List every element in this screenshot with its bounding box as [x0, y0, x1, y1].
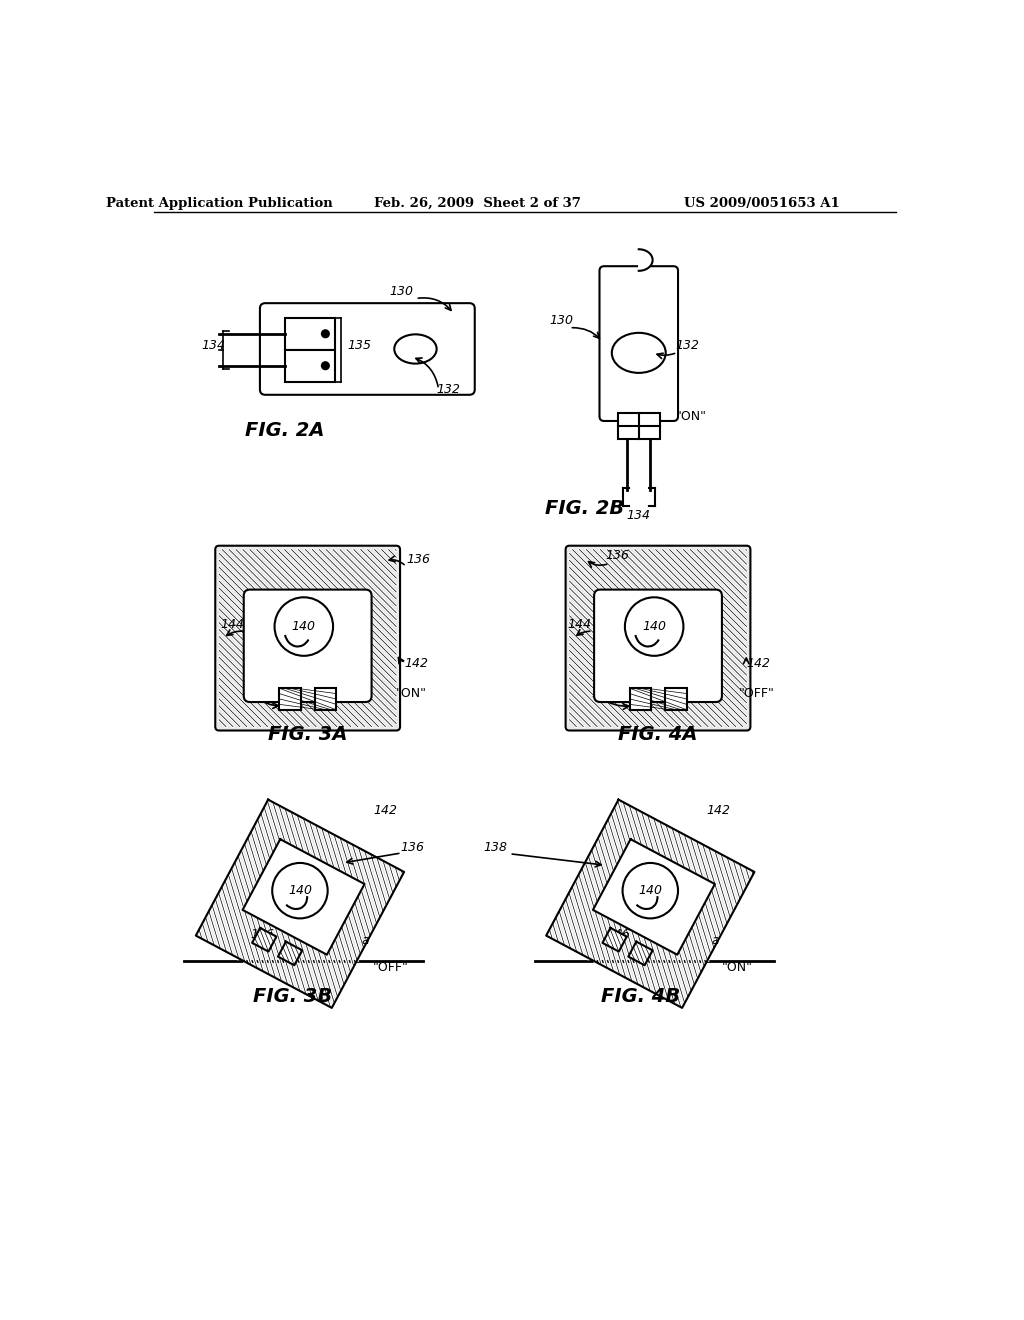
Polygon shape: [593, 840, 715, 954]
Text: "OFF": "OFF": [373, 961, 409, 974]
Text: FIG. 3B: FIG. 3B: [253, 986, 332, 1006]
Text: FIG. 4B: FIG. 4B: [601, 986, 680, 1006]
Polygon shape: [196, 800, 404, 1008]
Text: Patent Application Publication: Patent Application Publication: [105, 197, 333, 210]
FancyBboxPatch shape: [565, 545, 751, 730]
Text: a: a: [361, 933, 370, 946]
Polygon shape: [639, 249, 652, 271]
FancyBboxPatch shape: [260, 304, 475, 395]
Text: 142: 142: [403, 656, 428, 669]
Text: 130: 130: [389, 285, 414, 298]
Text: "ON": "ON": [676, 411, 707, 424]
Text: 136: 136: [407, 553, 430, 566]
Bar: [285, 318, 335, 350]
Text: 144: 144: [220, 618, 245, 631]
Bar: [617, 412, 660, 440]
Polygon shape: [629, 941, 652, 965]
Text: 132: 132: [436, 383, 460, 396]
Circle shape: [274, 598, 333, 656]
Polygon shape: [278, 941, 302, 965]
Text: a: a: [712, 933, 720, 946]
Text: 135: 135: [348, 339, 372, 351]
Polygon shape: [252, 928, 276, 952]
Text: 146: 146: [606, 928, 631, 941]
Circle shape: [272, 863, 328, 919]
Text: "ON": "ON": [396, 688, 427, 701]
Polygon shape: [546, 800, 755, 1008]
Bar: [665, 688, 686, 710]
Text: 146: 146: [248, 688, 271, 701]
Text: 142: 142: [707, 804, 730, 817]
Text: 142: 142: [746, 656, 770, 669]
Polygon shape: [243, 840, 365, 954]
FancyBboxPatch shape: [215, 545, 400, 730]
Text: Feb. 26, 2009  Sheet 2 of 37: Feb. 26, 2009 Sheet 2 of 37: [374, 197, 581, 210]
Circle shape: [625, 598, 683, 656]
Text: FIG. 2B: FIG. 2B: [545, 499, 625, 519]
Text: 138: 138: [484, 841, 508, 854]
Text: 134: 134: [627, 508, 651, 521]
Circle shape: [322, 330, 330, 338]
Text: 144: 144: [567, 618, 591, 631]
Bar: [314, 688, 336, 710]
Text: 134: 134: [201, 339, 225, 351]
Text: FIG. 3A: FIG. 3A: [268, 725, 347, 743]
Text: 132: 132: [676, 339, 699, 352]
Text: US 2009/0051653 A1: US 2009/0051653 A1: [684, 197, 840, 210]
Text: 136: 136: [400, 841, 424, 854]
Ellipse shape: [611, 333, 666, 372]
Text: "ON": "ON": [722, 961, 753, 974]
Polygon shape: [602, 928, 627, 952]
Text: 146: 146: [591, 688, 615, 701]
Bar: [280, 688, 301, 710]
FancyBboxPatch shape: [594, 590, 722, 702]
Text: 140: 140: [288, 884, 312, 898]
Text: 136: 136: [605, 549, 630, 562]
Text: FIG. 2A: FIG. 2A: [245, 421, 325, 440]
FancyBboxPatch shape: [244, 590, 372, 702]
Text: 146: 146: [250, 928, 273, 941]
Bar: [630, 688, 651, 710]
Text: 140: 140: [642, 620, 667, 634]
Circle shape: [322, 362, 330, 370]
Text: 140: 140: [638, 884, 663, 898]
Text: FIG. 4A: FIG. 4A: [618, 725, 697, 743]
Text: "OFF": "OFF": [739, 688, 775, 701]
Text: 140: 140: [292, 620, 315, 634]
Text: 142: 142: [373, 804, 397, 817]
Bar: [285, 350, 335, 381]
Text: 130: 130: [550, 314, 573, 327]
Ellipse shape: [394, 334, 436, 363]
Circle shape: [623, 863, 678, 919]
FancyBboxPatch shape: [599, 267, 678, 421]
